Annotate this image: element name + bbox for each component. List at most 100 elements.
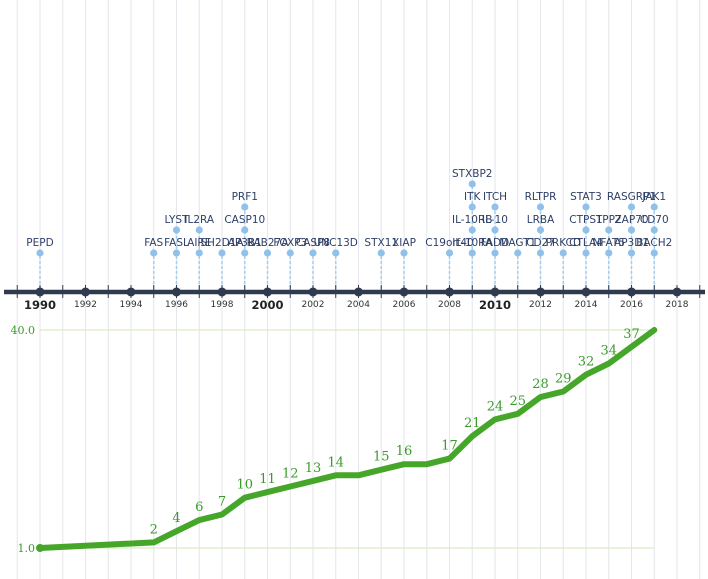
year-label: 1992 [74,300,97,310]
event-dot [650,249,658,257]
year-label: 2002 [302,300,325,310]
gene-label: ITK [464,191,482,203]
count-label: 4 [172,511,180,526]
event-dot [332,249,340,257]
event-dot [627,203,636,211]
gene-label: AP3B1 [228,237,262,249]
event-dot [582,226,590,234]
year-label: 1998 [211,300,234,310]
gene-label: MAGT1 [499,237,536,249]
y-tick-label: 1.0 [18,542,36,555]
event-dot [491,249,499,257]
event-dot [263,249,272,257]
gene-label: IL2RA [184,214,214,226]
y-tick-label: 40.0 [11,324,36,337]
gene-label: SH2D1A [200,237,244,249]
count-label: 15 [373,450,390,465]
count-label: 10 [236,478,253,493]
count-label: 32 [578,355,595,370]
gene-label: CTLA4 [569,237,603,249]
gene-label: XIAP [392,237,416,249]
gene-label: IL-10RA [452,237,493,249]
event-dot [241,249,249,257]
gene-label: AP3D1 [614,237,649,249]
event-dot [559,249,567,257]
gene-label: BACH2 [636,237,672,249]
count-label: 6 [195,500,203,515]
gene-label: FOXP3 [273,237,307,249]
year-marker-2000 [263,287,272,297]
count-label: 12 [282,467,299,482]
event-dot [627,249,636,257]
gene-label: STXBP2 [452,168,493,180]
gene-label: CD27 [526,237,555,249]
year-label: 2010 [479,298,511,312]
event-dot [445,249,454,257]
event-dot [195,249,203,257]
year-marker-2002 [308,287,318,297]
gene-label: RAB27A [247,237,290,249]
year-marker-1992 [81,287,90,297]
year-label: 1990 [24,298,56,312]
gene-label: IL-10RB [452,214,492,226]
year-marker-2014 [581,287,591,297]
year-marker-2010 [490,287,500,297]
gene-label: FADD [481,237,509,249]
event-dot [650,226,658,234]
gene-label: CASP10 [224,214,265,226]
event-dot [536,203,545,211]
year-marker-2016 [627,287,636,297]
event-dot [605,226,613,234]
event-dot [286,249,294,257]
year-marker-1998 [217,287,227,297]
gene-label: AIRE [187,237,211,249]
event-dot [468,180,476,188]
gene-label: TPP2 [595,214,622,226]
event-dot [36,249,44,257]
event-dot [309,249,317,257]
gene-label: FASL [164,237,189,249]
count-label: 34 [600,344,617,359]
event-dot [650,203,658,211]
event-dot [514,249,522,257]
count-label: 7 [218,494,226,509]
year-axis: 1990 1992 1994 1996 1998 2000 2002 2004 2006 2008… [4,285,705,312]
gene-label: ZAP70 [614,214,648,226]
event-dot [491,226,499,234]
gene-label: CD70 [640,214,669,226]
count-label: 24 [487,399,504,414]
year-label: 2004 [347,300,370,310]
year-label: 1996 [165,300,188,310]
gene-label: STX11 [364,237,398,249]
event-dot [536,226,545,234]
event-dot [400,249,408,257]
year-label: 2018 [666,300,689,310]
event-dot [468,203,476,211]
count-label: 11 [259,472,276,487]
gene-label: PEPD [26,237,53,249]
start-point [36,544,44,552]
event-dot [468,226,476,234]
event-dot [605,249,613,257]
year-label: 2012 [529,300,552,310]
year-marker-2004 [354,287,363,297]
gene-label: C19orf40 [425,237,474,249]
count-label: 25 [509,394,526,409]
year-label: 2000 [251,298,283,312]
gene-label: RASGRP1 [607,191,656,203]
gene-label: LRBA [527,214,555,226]
count-label: 21 [464,416,481,431]
year-marker-2006 [399,287,409,297]
gene-label: PRF1 [232,191,258,203]
gene-label: CASP8 [296,237,330,249]
event-dot [150,249,158,257]
event-dot [195,226,203,234]
event-dot [627,226,636,234]
gene-label: PRKCD [546,237,581,249]
event-dot [582,249,590,257]
year-label: 1994 [120,300,143,310]
gene-label: CTPS1 [569,214,602,226]
year-marker-1990 [35,287,45,297]
